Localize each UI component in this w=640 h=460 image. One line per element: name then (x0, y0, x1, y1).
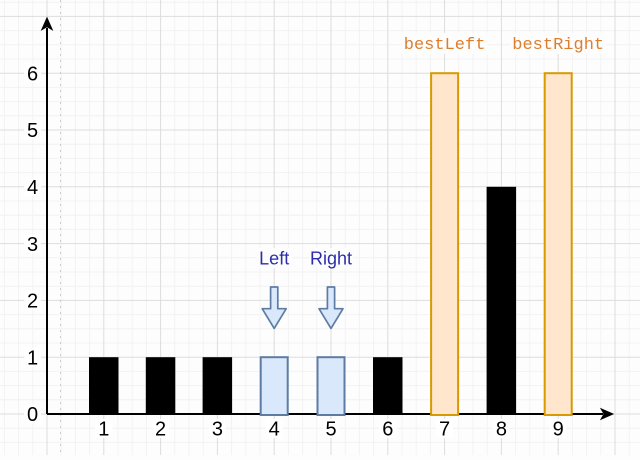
svg-text:Right: Right (310, 249, 352, 269)
svg-text:6: 6 (27, 63, 38, 85)
svg-text:1: 1 (27, 347, 38, 369)
svg-text:7: 7 (439, 419, 450, 441)
svg-text:0: 0 (27, 404, 38, 426)
svg-text:8: 8 (496, 419, 507, 441)
svg-text:3: 3 (27, 234, 38, 256)
svg-text:Left: Left (259, 249, 289, 269)
svg-text:4: 4 (27, 177, 38, 199)
svg-text:1: 1 (98, 419, 109, 441)
svg-text:4: 4 (269, 419, 280, 441)
svg-text:bestLeft: bestLeft (404, 36, 486, 55)
svg-text:3: 3 (212, 419, 223, 441)
svg-text:9: 9 (553, 419, 564, 441)
svg-text:2: 2 (27, 291, 38, 313)
svg-text:6: 6 (382, 419, 393, 441)
svg-text:5: 5 (325, 419, 336, 441)
svg-text:2: 2 (155, 419, 166, 441)
svg-text:5: 5 (27, 120, 38, 142)
svg-text:bestRight: bestRight (512, 36, 604, 55)
